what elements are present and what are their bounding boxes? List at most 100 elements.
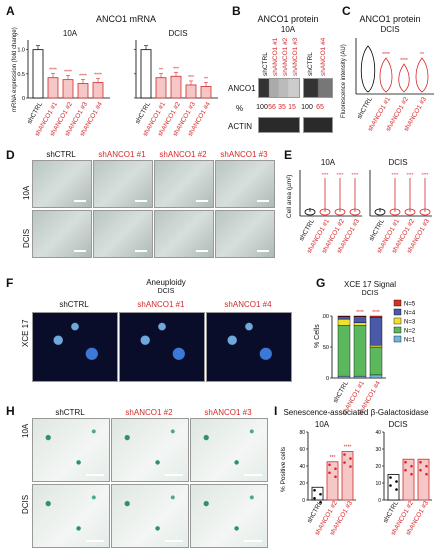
a-sub-10a: 10A [62,29,78,38]
e-ylabel: Cell area (µm²) [286,174,293,218]
i-10a-ytick-label: 20 [299,481,305,487]
g-ytick-label: 0 [326,376,329,382]
c-sub: DCIS [380,25,400,34]
a-ytick-label: 1.0 [17,48,25,54]
scale-bar [244,474,262,476]
scale-bar [165,540,183,542]
i-10a-bar [311,486,324,501]
i-dcis-point [395,488,398,491]
i-10a-point [319,500,322,504]
e-violin-charts: **** **** **** **** **** **** [299,170,432,217]
i-dcis-point [410,472,413,476]
g-legend-swatch [393,317,402,325]
g-bar-segment [353,375,367,379]
a-ytick-label: 0.5 [17,72,25,78]
g-legend-swatch [393,308,402,316]
i-ylabel: % Positive cells [280,446,287,492]
a-10a-sig: **** [94,73,102,79]
i-10a-point [334,475,337,479]
g-title: XCE 17 Signal [343,280,397,289]
g-bar-segment [337,318,351,326]
panel-letter-i: I [274,404,278,418]
b-lane-label: shCTRL [307,52,314,76]
a-10a-sig: **** [79,74,87,80]
b-sub: 10A [280,25,296,34]
e-sub-10a: 10A [320,158,336,167]
c-sig: **** [382,52,390,58]
d-micrograph [215,160,275,208]
b-pct-value: 35 [278,104,286,111]
panel-letter-f: F [6,276,14,290]
i-10a-ytick-label: 60 [299,447,305,453]
f-title: Aneuploidy [146,278,186,287]
e-dcis-sig: **** [406,172,413,177]
d-micrograph [93,210,153,258]
scale-bar [135,200,147,202]
i-dcis-point [404,460,407,464]
g-bar-segment [337,316,351,320]
e-10a-violin-body [319,208,331,216]
b-row-actin: ACTIN [228,122,252,131]
g-legend-label: N=3 [404,320,416,326]
a-dcis-bar [140,49,152,99]
i-10a-point [349,457,352,460]
a-10a-bar [32,49,44,99]
g-bar-segment [337,315,351,317]
a-dcis-sig: ** [159,68,163,74]
i-dcis-ytick-label: 20 [375,464,381,470]
e-dcis-violin-body [389,208,401,216]
i-dcis-ytick-label: 30 [375,447,381,453]
i-10a-point [328,471,331,475]
d-micrograph [32,210,92,258]
scale-bar [196,200,208,202]
scale-bar [74,250,86,252]
a-dcis-sig: ** [204,76,208,82]
e-10a-violin-body [349,208,361,216]
e-sub-dcis: DCIS [388,158,408,167]
g-bar-segment [369,374,383,379]
c-sig: **** [400,58,408,64]
c-violin [398,63,410,93]
i-10a-point [343,461,346,464]
panel-letter-b: B [232,4,241,18]
b-pct-value: 65 [316,104,324,111]
e-10a-violin-body [304,208,316,216]
h-micrograph [190,418,268,482]
i-10a-point [313,496,316,500]
g-bar-segment [369,315,383,318]
i-10a-sig: *** [330,455,336,461]
b-lane-label: shANCO1 #4 [320,37,327,76]
c-violin [379,57,393,93]
g-bar-segment [369,344,383,348]
g-sig: **** [356,310,364,316]
i-10a-ytick-label: 80 [299,430,305,436]
a-10a-bar [77,83,89,99]
a-10a-bar [62,79,74,99]
scale-bar [135,250,147,252]
h-column-label: shANCO1 #2 [125,408,173,417]
f-column-label: shCTRL [59,300,89,309]
i-dcis-point [395,480,398,483]
d-column-label: shANCO1 #2 [159,150,207,159]
c-violin [415,57,429,93]
i-dcis-point [419,468,422,472]
a-dcis-bar [200,86,212,99]
scale-bar [74,200,86,202]
scale-bar [165,474,183,476]
i-dcis-point [419,460,422,464]
e-dcis-violin-body [419,208,431,216]
b-lane-label: shANCO1 #3 [292,37,299,76]
a-charts: 00.51.0**** ******** ****** ****** ** [17,40,218,102]
c-ylabel: Fluorescence intensity (AU) [341,44,347,118]
i-10a-sig: **** [344,445,352,451]
e-dcis-sig: **** [421,172,428,177]
a-10a-sig: **** [49,68,57,74]
i-10a-point [313,488,316,492]
i-title: Senescence-associated β-Galactosidase [283,408,429,417]
b-pct-value: 56 [268,104,276,111]
f-fish-image [119,312,205,382]
a-dcis-bar [155,77,167,99]
i-10a-ytick-label: 40 [299,464,305,470]
a-10a-bar [47,77,59,99]
h-micrograph [111,484,189,548]
